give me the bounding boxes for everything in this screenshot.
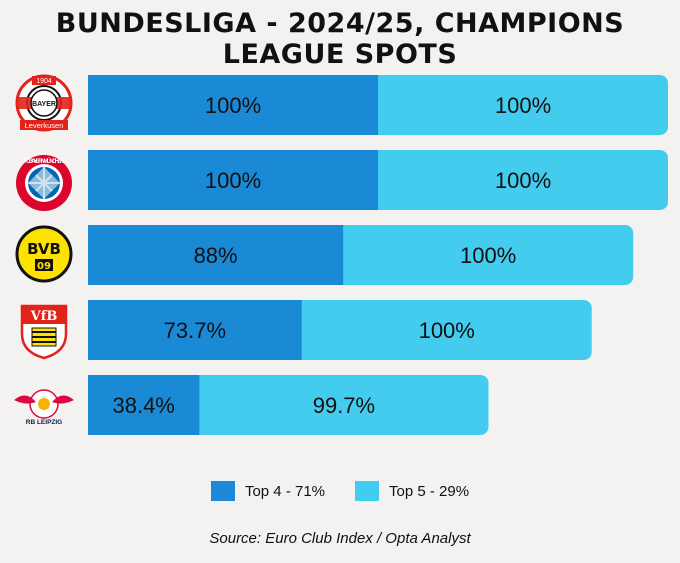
chart-title: BUNDESLIGA - 2024/25, CHAMPIONS LEAGUE S… [55, 8, 625, 70]
data-label-top4: 100% [205, 168, 261, 193]
bar-chart: BAYER 1904 Leverkusen FC BAYERN MÜNCHEN … [14, 74, 668, 435]
data-label-top4: 73.7% [164, 318, 226, 343]
legend: Top 4 - 71% Top 5 - 29% [0, 481, 680, 501]
legend-item-top4: Top 4 - 71% [210, 481, 325, 501]
leverkusen-name: Leverkusen [25, 121, 64, 130]
bar-row: 100% 100% [88, 150, 668, 210]
dortmund-logo: BVB 09 [15, 225, 73, 283]
legend-swatch-top5 [355, 481, 379, 501]
data-label-top5: 100% [419, 318, 475, 343]
data-label-top4: 100% [205, 93, 261, 118]
dortmund-text: BVB [27, 240, 61, 258]
data-label-top4: 88% [194, 243, 238, 268]
data-label-top5: 100% [495, 168, 551, 193]
legend-item-top5: Top 5 - 29% [355, 481, 469, 501]
bayern-logo: FC BAYERN MÜNCHEN [16, 155, 72, 211]
data-label-top5: 99.7% [313, 393, 375, 418]
data-label-top5: 100% [460, 243, 516, 268]
bar-row: 100% 100% [88, 75, 668, 135]
bar-row: 73.7% 100% [88, 300, 592, 360]
legend-label-top4: Top 4 - 71% [244, 482, 325, 500]
legend-label-top5: Top 5 - 29% [389, 482, 470, 500]
bayern-text: FC BAYERN MÜNCHEN [24, 158, 64, 165]
source-note: Source: Euro Club Index / Opta Analyst [209, 530, 471, 547]
bar-top4 [88, 75, 378, 135]
legend-swatch-top4 [210, 481, 235, 501]
stuttgart-logo: VfB [20, 304, 68, 360]
leipzig-logo: RB LEIPZIG [14, 389, 74, 426]
data-label-top4: 38.4% [112, 393, 174, 418]
data-label-top5: 100% [495, 93, 551, 118]
dortmund-year: 09 [37, 261, 51, 272]
leverkusen-logo: BAYER 1904 Leverkusen [15, 74, 73, 132]
bar-top4 [88, 300, 302, 360]
bar-top4 [88, 225, 344, 285]
leverkusen-year: 1904 [36, 78, 52, 85]
bar-row: 88% 100% [88, 225, 634, 285]
bar-row: 38.4% 99.7% [88, 375, 489, 435]
leipzig-text: RB LEIPZIG [26, 419, 62, 426]
bar-top4 [88, 150, 378, 210]
leverkusen-center-text: BAYER [32, 101, 56, 108]
bar-top4 [88, 375, 200, 435]
stuttgart-text: VfB [30, 309, 58, 324]
